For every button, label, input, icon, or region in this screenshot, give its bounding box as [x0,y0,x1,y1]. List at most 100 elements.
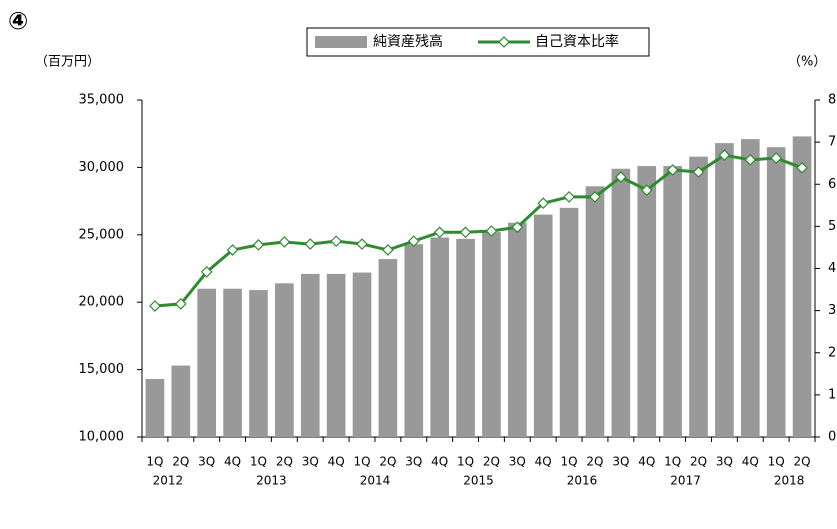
y2-tick-label: 80 [828,93,837,108]
year-label: 2012 [153,474,184,488]
bar [792,136,812,437]
bar [326,273,346,437]
year-label: 2013 [256,474,287,488]
line-marker [226,244,239,256]
bar [689,156,708,437]
x-tick-label: 4Q [224,455,241,469]
line-marker [666,164,679,176]
bar [300,273,320,437]
y2-tick-label: 60 [828,177,837,192]
line-marker [692,166,705,178]
line-marker [278,236,291,248]
bar [585,186,605,437]
bar [533,214,553,437]
y2-tick-label: 40 [828,261,837,276]
x-tick-label: 3Q [405,455,422,469]
x-tick-label: 2Q [690,455,707,469]
y-tick-label: 10,000 [79,430,125,445]
y2-tick-label: 30 [828,303,837,318]
y-tick-label: 15,000 [79,362,125,377]
line-marker [252,239,265,251]
bar [637,166,657,437]
bar [171,365,191,437]
bar [223,288,242,437]
x-tick-label: 1Q [664,455,681,469]
y-tick-label: 30,000 [79,160,125,175]
bar [352,272,372,437]
line-marker [407,235,420,247]
y2-tick-label: 10 [828,387,837,402]
x-tick-label: 3Q [716,455,733,469]
bar [559,207,579,437]
x-tick-label: 3Q [302,455,319,469]
y2-tick-label: 50 [828,219,837,234]
x-tick-label: 1Q [768,455,785,469]
y-axis-label: （百万円） [35,55,100,70]
bar [715,143,734,438]
bar [145,379,165,437]
line-marker [485,225,498,237]
legend-label: 自己資本比率 [535,33,619,50]
x-tick-label: 2Q [276,455,293,469]
x-tick-label: 4Q [535,455,552,469]
year-label: 2016 [567,474,598,488]
x-tick-label: 1Q [457,455,474,469]
bar [663,166,682,437]
line-marker [200,266,213,278]
year-label: 2015 [463,474,494,488]
legend-swatch [315,36,367,48]
legend-label: 純資産残高 [373,33,443,50]
y2-tick-label: 0 [828,430,836,445]
line-marker [511,221,524,234]
y2-tick-label: 70 [828,135,837,150]
year-label: 2014 [360,474,391,488]
bar [456,238,475,437]
bar [404,244,424,437]
x-tick-label: 3Q [509,455,526,469]
bar [430,237,449,437]
x-tick-label: 4Q [742,455,759,469]
line-marker [537,197,550,210]
x-tick-label: 3Q [198,455,215,469]
line-marker [174,298,187,310]
x-tick-label: 1Q [353,455,370,469]
bar [766,147,786,437]
line-marker [330,235,342,247]
line-marker [770,152,783,164]
x-tick-label: 3Q [612,455,629,469]
line-marker [744,153,757,166]
x-tick-label: 2Q [379,455,396,469]
line-marker [589,191,601,203]
line-marker [304,238,317,250]
line-marker [718,149,731,162]
line-marker [149,300,161,312]
x-tick-label: 1Q [561,455,578,469]
line-marker [356,238,368,250]
x-tick-label: 2Q [483,455,500,469]
line-marker [615,171,627,183]
bar [508,222,527,437]
bar [249,290,268,437]
x-tick-label: 2Q [586,455,603,469]
y2-tick-label: 20 [828,345,837,360]
x-tick-label: 4Q [431,455,448,469]
line-marker [563,191,575,203]
bar [611,168,631,438]
y-tick-label: 20,000 [79,295,125,310]
x-tick-label: 4Q [638,455,655,469]
bar [482,232,501,437]
bar [275,283,294,437]
line-marker [459,226,472,239]
bar [378,259,398,437]
year-label: 2017 [670,474,701,488]
line-marker [382,244,394,256]
x-tick-label: 2Q [172,455,189,469]
x-tick-label: 4Q [328,455,345,469]
x-tick-label: 1Q [146,455,163,469]
x-tick-label: 1Q [250,455,267,469]
line-marker [796,161,808,174]
bar [197,288,217,437]
legend-marker [498,36,510,48]
year-label: 2018 [774,474,805,488]
